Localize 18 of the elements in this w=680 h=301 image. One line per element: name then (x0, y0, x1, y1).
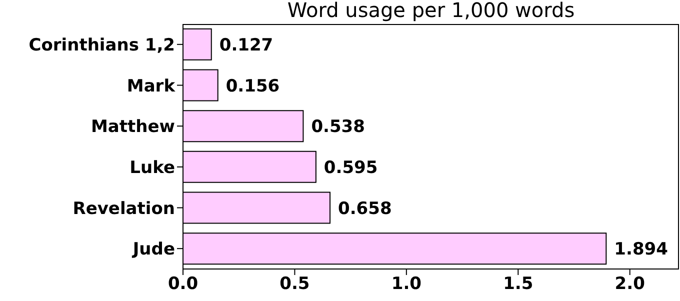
y-tick-label: Jude (132, 240, 175, 260)
data-label: 1.894 (614, 240, 668, 260)
x-tick-label: 0.0 (168, 274, 198, 294)
y-tick-label: Revelation (72, 198, 175, 219)
data-label: 0.127 (219, 35, 274, 56)
data-label: 0.538 (311, 117, 365, 138)
y-tick-label: Matthew (91, 117, 176, 138)
chart-title: Word usage per 1,000 words (286, 0, 576, 22)
y-tick-label: Mark (126, 76, 176, 96)
data-label: 0.658 (338, 198, 392, 219)
y-tick-label: Corinthians 1,2 (28, 35, 175, 56)
x-tick-label: 0.5 (280, 274, 310, 294)
x-tick-label: 2.0 (614, 274, 646, 294)
data-label: 0.595 (324, 158, 378, 178)
data-label: 0.156 (226, 76, 280, 96)
x-tick-label: 1.5 (503, 274, 534, 294)
x-tick-label: 1.0 (391, 274, 422, 294)
y-tick-label: Luke (130, 158, 175, 178)
